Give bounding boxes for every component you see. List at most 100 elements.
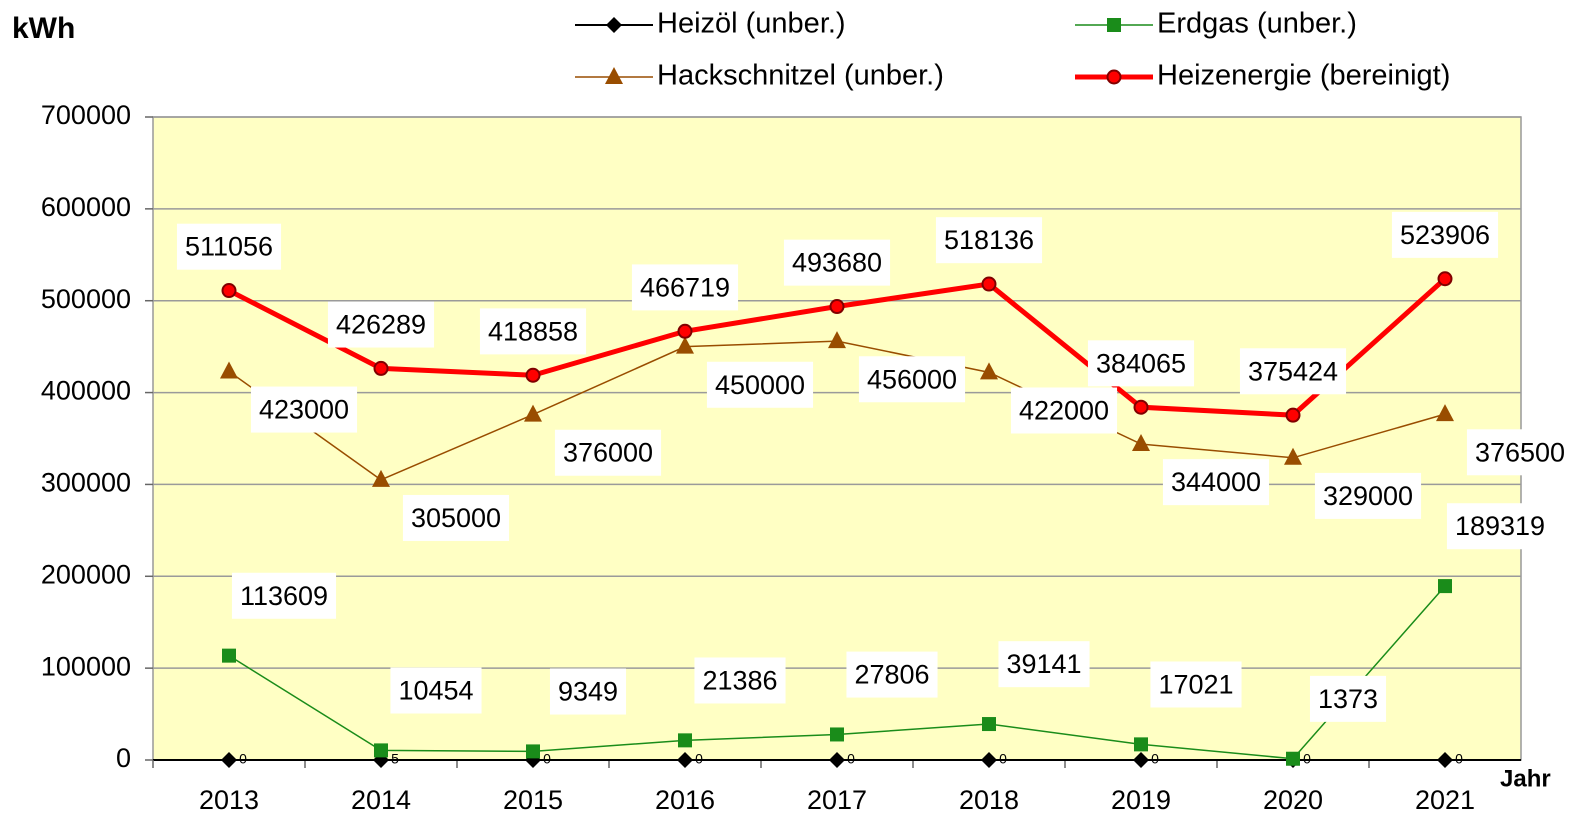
data-label-box xyxy=(176,223,282,270)
data-label-box xyxy=(250,386,358,433)
data-point xyxy=(676,336,694,354)
legend-label: Heizenergie (bereinigt) xyxy=(1157,60,1450,92)
data-point xyxy=(1285,407,1301,423)
data-label-group: 27806 xyxy=(846,651,938,698)
y-tick-label: 600000 xyxy=(41,192,131,222)
data-label: 422000 xyxy=(1019,395,1109,425)
data-label-group: 0 xyxy=(847,751,855,767)
x-tick-label: 2017 xyxy=(807,785,867,815)
data-label-box xyxy=(1314,472,1422,519)
x-tick-label: 2016 xyxy=(655,785,715,815)
data-label: 21386 xyxy=(702,665,777,695)
data-point xyxy=(1133,399,1149,415)
data-label-group: 384065 xyxy=(1087,340,1195,387)
data-label: 113609 xyxy=(240,581,328,611)
data-label: 423000 xyxy=(259,395,349,425)
data-point xyxy=(1437,752,1453,768)
data-label: 375424 xyxy=(1248,356,1338,386)
data-point xyxy=(980,362,998,380)
data-label-group: 113609 xyxy=(231,572,337,619)
y-tick-label: 0 xyxy=(116,743,131,773)
data-label: 27806 xyxy=(854,660,929,690)
data-label-group: 0 xyxy=(695,751,703,767)
data-label-box xyxy=(846,651,938,698)
data-label-box xyxy=(479,308,587,355)
data-label-box xyxy=(783,239,891,286)
data-label: 456000 xyxy=(867,364,957,394)
data-label: 511056 xyxy=(185,232,273,262)
x-tick-label: 2020 xyxy=(1263,785,1323,815)
data-label-group: 375424 xyxy=(1239,348,1347,395)
data-label-group: 5 xyxy=(391,751,399,767)
legend-label: Hackschnitzel (unber.) xyxy=(657,60,944,92)
y-tick-label: 500000 xyxy=(41,284,131,314)
data-label-box xyxy=(1162,459,1270,506)
plot-area xyxy=(152,116,1522,761)
data-label-group: 418858 xyxy=(479,308,587,355)
data-point xyxy=(221,283,237,299)
data-label: 9349 xyxy=(558,677,618,707)
data-label-group: 466719 xyxy=(631,264,739,311)
data-label-box xyxy=(706,361,814,408)
data-label: 39141 xyxy=(1006,649,1081,679)
data-label-box xyxy=(327,301,435,348)
data-label-group: 21386 xyxy=(694,657,786,704)
legend-marker xyxy=(605,67,623,84)
data-label: 376000 xyxy=(563,438,653,468)
data-label-group: 376000 xyxy=(554,429,662,476)
data-label: 1373 xyxy=(1318,684,1378,714)
data-label-group: 423000 xyxy=(250,386,358,433)
data-label-group: 0 xyxy=(999,751,1007,767)
data-label-group: 17021 xyxy=(1150,661,1242,708)
data-label: 0 xyxy=(999,751,1007,767)
legend-label: Erdgas (unber.) xyxy=(1157,8,1357,40)
data-label: 0 xyxy=(1455,751,1463,767)
data-label: 0 xyxy=(543,751,551,767)
data-point xyxy=(1132,434,1150,452)
data-label-box xyxy=(858,356,966,403)
data-label-box xyxy=(1150,661,1242,708)
data-point xyxy=(981,276,997,292)
data-label-box xyxy=(694,657,786,704)
data-label: 518136 xyxy=(944,225,1034,255)
data-label: 329000 xyxy=(1323,481,1413,511)
data-label: 426289 xyxy=(336,310,426,340)
data-point xyxy=(677,323,693,339)
x-tick-label: 2015 xyxy=(503,785,563,815)
x-tick-label: 2013 xyxy=(199,785,259,815)
data-label: 305000 xyxy=(411,503,501,533)
data-label: 466719 xyxy=(640,272,730,302)
data-label-box xyxy=(1391,211,1499,258)
data-label-group: 0 xyxy=(1303,751,1311,767)
legend-label: Heizöl (unber.) xyxy=(657,8,846,40)
data-point xyxy=(829,299,845,315)
data-point xyxy=(1134,737,1148,752)
data-label: 0 xyxy=(1151,751,1159,767)
data-label: 523906 xyxy=(1400,220,1490,250)
data-point xyxy=(677,752,693,768)
data-label-group: 344000 xyxy=(1162,459,1270,506)
x-tick-label: 2014 xyxy=(351,785,411,815)
data-label: 450000 xyxy=(715,370,805,400)
data-point xyxy=(829,752,845,768)
data-label-box xyxy=(998,641,1090,688)
data-label-group: 9349 xyxy=(549,668,627,715)
data-label: 0 xyxy=(239,751,247,767)
x-axis-label: Jahr xyxy=(1500,765,1551,792)
data-point xyxy=(373,360,389,376)
data-label-group: 0 xyxy=(1455,751,1463,767)
y-tick-label: 700000 xyxy=(41,100,131,130)
data-label-box xyxy=(1309,675,1387,722)
data-label-box xyxy=(402,494,510,541)
data-point xyxy=(1436,404,1454,422)
data-label: 493680 xyxy=(792,248,882,278)
data-label: 376500 xyxy=(1475,437,1565,467)
data-label-group: 1373 xyxy=(1309,675,1387,722)
legend-marker xyxy=(1107,18,1121,32)
data-label: 189319 xyxy=(1455,511,1545,541)
y-axis-label: kWh xyxy=(12,12,75,45)
data-point xyxy=(1286,751,1300,766)
x-tick-label: 2019 xyxy=(1111,785,1171,815)
data-point xyxy=(220,361,238,379)
data-label-group: 0 xyxy=(1151,751,1159,767)
